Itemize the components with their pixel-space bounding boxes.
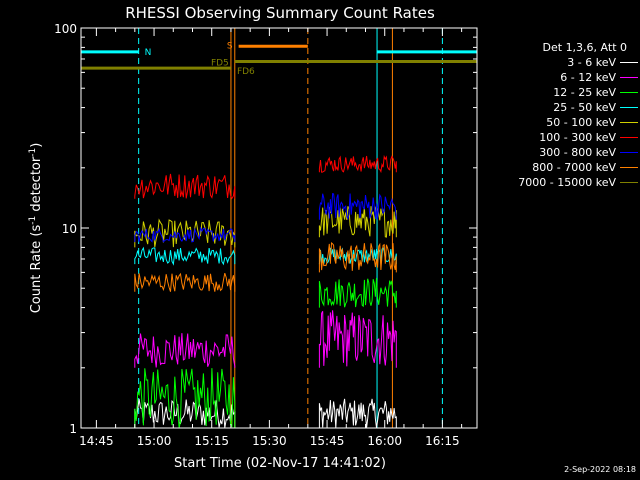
x-tick-label-2: 15:15	[194, 434, 229, 448]
x-axis-ticks: 14:45 15:00 15:15 15:30 15:45 16:00 16:15	[79, 28, 463, 448]
legend-item-4: 50 - 100 keV	[478, 115, 638, 130]
x-tick-label-6: 16:15	[425, 434, 460, 448]
y-axis-label-main: Count Rate (s	[29, 225, 44, 314]
flag-label-fd6: FD6	[237, 67, 255, 77]
flag-label-n: N	[145, 48, 152, 58]
series-2-segment-0	[134, 368, 236, 428]
legend-label: 25 - 50 keV	[553, 101, 616, 114]
series-6-segment-1	[318, 192, 397, 221]
legend-label: 3 - 6 keV	[567, 56, 616, 69]
y-tick-label-0: 1	[69, 422, 77, 436]
legend-swatch	[620, 182, 638, 183]
generated-timestamp: 2-Sep-2022 08:18	[564, 465, 636, 474]
series-1-segment-1	[318, 310, 397, 368]
legend-item-2: 12 - 25 keV	[478, 85, 638, 100]
legend-header: Det 1,3,6, Att 0	[542, 41, 627, 54]
y-axis-label-exponent: -1	[28, 216, 38, 225]
series-0-segment-0	[134, 398, 236, 428]
y-axis-label-unit: detector	[29, 156, 44, 216]
legend-rows: 3 - 6 keV 6 - 12 keV 12 - 25 keV 25 - 50 ke…	[478, 55, 638, 190]
x-tick-label-5: 16:00	[367, 434, 402, 448]
flag-label-fd5: FD5	[211, 58, 229, 68]
chart-title: RHESSI Observing Summary Count Rates	[125, 4, 435, 22]
legend-swatch	[620, 92, 638, 93]
series-7-segment-0	[134, 272, 236, 292]
legend-label: 100 - 300 keV	[539, 131, 616, 144]
legend-label: 300 - 800 keV	[539, 146, 616, 159]
plot-frame	[80, 27, 478, 429]
y-axis-label: Count Rate (s-1 detector-1)	[28, 143, 44, 314]
legend-swatch	[620, 77, 638, 78]
x-axis-label: Start Time (02-Nov-17 14:41:02)	[174, 456, 386, 471]
y-axis-ticks: 1 10 100	[54, 22, 477, 436]
legend-swatch	[620, 62, 638, 63]
legend-item-7: 800 - 7000 keV	[478, 160, 638, 175]
legend-label: 7000 - 15000 keV	[518, 176, 616, 189]
plot-content: N S FD5 FD6	[80, 28, 477, 428]
legend-item-0: 3 - 6 keV	[478, 55, 638, 70]
x-tick-label-1: 15:00	[137, 434, 172, 448]
series-7-segment-1	[318, 242, 397, 273]
legend-swatch	[620, 122, 638, 123]
legend-label: 6 - 12 keV	[560, 71, 616, 84]
y-tick-label-2: 100	[54, 22, 77, 36]
x-tick-label-4: 15:45	[310, 434, 345, 448]
flag-label-s: S	[227, 41, 233, 51]
series-5-segment-1	[318, 154, 397, 174]
legend-swatch	[620, 167, 638, 168]
legend-item-8: 7000 - 15000 keV	[478, 175, 638, 190]
legend-label: 12 - 25 keV	[553, 86, 616, 99]
legend-label: 800 - 7000 keV	[532, 161, 616, 174]
axes-box	[80, 27, 478, 429]
y-tick-label-1: 10	[62, 222, 77, 236]
x-tick-label-0: 14:45	[79, 434, 114, 448]
legend-swatch	[620, 107, 638, 108]
legend-swatch	[620, 152, 638, 153]
series-3-segment-0	[134, 246, 236, 266]
series-2-segment-1	[318, 277, 397, 308]
legend-swatch	[620, 137, 638, 138]
legend-item-6: 300 - 800 keV	[478, 145, 638, 160]
y-axis-label-close: )	[29, 143, 44, 148]
series-5-segment-0	[134, 173, 236, 200]
legend: Det 1,3,6, Att 0 3 - 6 keV 6 - 12 keV 12 -…	[478, 40, 638, 190]
legend-item-5: 100 - 300 keV	[478, 130, 638, 145]
legend-item-1: 6 - 12 keV	[478, 70, 638, 85]
series-0-segment-1	[318, 398, 397, 428]
x-tick-label-3: 15:30	[252, 434, 287, 448]
legend-item-3: 25 - 50 keV	[478, 100, 638, 115]
series-1-segment-0	[134, 333, 236, 368]
legend-label: 50 - 100 keV	[546, 116, 616, 129]
y-axis-label-exponent-2: -1	[28, 148, 38, 157]
series-4-segment-0	[134, 218, 236, 248]
series-6-segment-0	[134, 226, 236, 243]
